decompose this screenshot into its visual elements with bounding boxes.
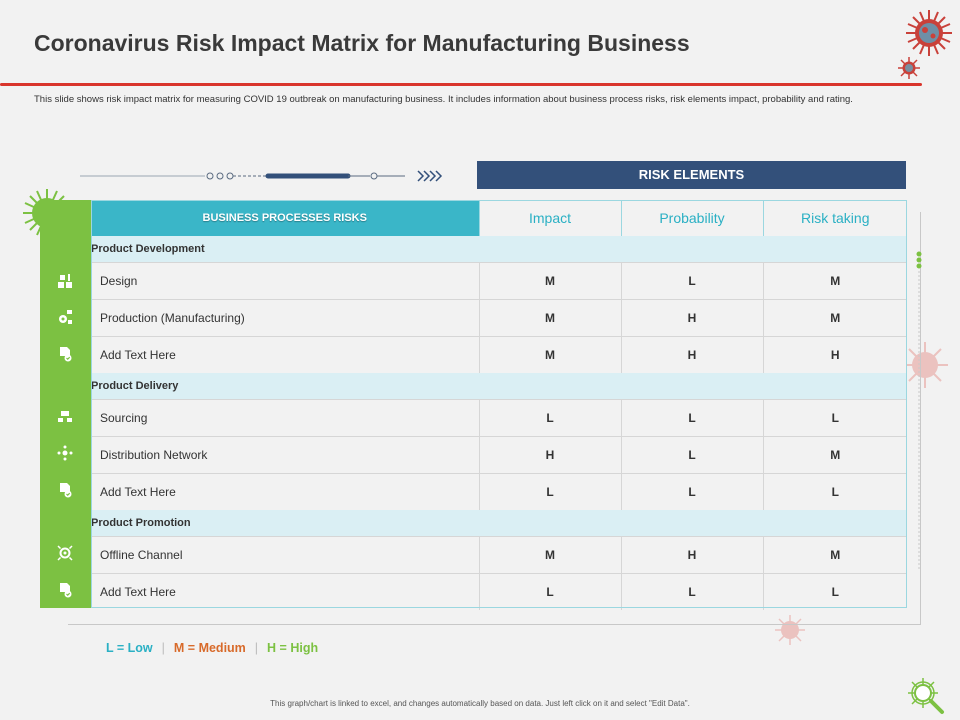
impact-value: L [478, 573, 621, 610]
probability-value: H [620, 536, 763, 574]
table-row: Sourcing L L L [91, 399, 907, 437]
process-label: Add Text Here [91, 473, 479, 510]
impact-value: H [478, 436, 621, 474]
impact-value: M [478, 336, 621, 373]
table-row: Design M L M [91, 262, 907, 300]
delivery-truck-icon [58, 411, 72, 422]
legend-separator: | [161, 641, 165, 655]
footer-note: This graph/chart is linked to excel, and… [270, 699, 690, 708]
column-header-probability: Probability [620, 200, 763, 236]
group-row: Product Development [91, 236, 907, 263]
process-label: Add Text Here [91, 573, 479, 610]
scroll-dots-decoration [916, 251, 922, 569]
network-icon [57, 445, 73, 461]
risk-taking-value: M [762, 436, 907, 474]
virus-search-icon [908, 678, 944, 714]
legend-high: H = High [267, 641, 319, 655]
virus-small-icon [898, 57, 920, 79]
risk-taking-value: L [762, 573, 907, 610]
legend-medium: M = Medium [173, 641, 246, 655]
column-header-impact: Impact [478, 200, 621, 236]
group-label: Product Delivery [91, 373, 907, 400]
process-label: Add Text Here [91, 336, 479, 373]
process-label: Offline Channel [91, 536, 479, 574]
target-icon [57, 545, 73, 561]
probability-value: H [620, 336, 763, 373]
group-label: Product Development [91, 236, 907, 263]
risk-taking-value: M [762, 262, 907, 300]
table-row: Distribution Network H L M [91, 436, 907, 474]
page-title: Coronavirus Risk Impact Matrix for Manuf… [34, 30, 690, 56]
risk-taking-value: L [762, 399, 907, 437]
risk-taking-value: H [762, 336, 907, 373]
virus-large-icon [906, 10, 952, 56]
impact-value: M [478, 536, 621, 574]
group-row: Product Delivery [91, 373, 907, 400]
probability-value: L [620, 473, 763, 510]
outer-frame [68, 212, 921, 625]
probability-value: L [620, 399, 763, 437]
process-label: Sourcing [91, 399, 479, 437]
document-check-icon [60, 347, 72, 362]
table-row: Add Text Here L L L [91, 473, 907, 510]
process-label: Distribution Network [91, 436, 479, 474]
column-header-risk-taking: Risk taking [762, 200, 907, 236]
group-row: Product Promotion [91, 510, 907, 537]
table-row: Add Text Here L L L [91, 573, 907, 610]
table-row: Offline Channel M H M [91, 536, 907, 574]
legend-separator: | [254, 641, 259, 655]
page-description: This slide shows risk impact matrix for … [34, 94, 853, 105]
table-row: Add Text Here M H H [91, 336, 907, 373]
document-check-icon [60, 483, 72, 498]
virus-faded-bottom-icon [775, 615, 805, 645]
risk-taking-value: M [762, 299, 907, 337]
legend-low: L = Low [106, 641, 153, 655]
probability-value: L [620, 436, 763, 474]
probability-value: H [620, 299, 763, 337]
risk-taking-value: M [762, 536, 907, 574]
title-divider [0, 83, 922, 86]
business-processes-header: BUSINESS PROCESSES RISKS [91, 200, 479, 236]
table-row: Production (Manufacturing) M H M [91, 299, 907, 337]
icon-sidebar [40, 200, 91, 608]
gear-flow-icon [59, 310, 72, 324]
impact-value: M [478, 262, 621, 300]
risk-elements-header: RISK ELEMENTS [477, 161, 906, 189]
probability-value: L [620, 573, 763, 610]
document-check-icon [60, 583, 72, 598]
risk-matrix-table: BUSINESS PROCESSES RISKS Impact Probabil… [91, 200, 907, 610]
timeline-decoration [80, 170, 443, 182]
table-header-row: BUSINESS PROCESSES RISKS Impact Probabil… [91, 200, 907, 236]
legend: L = Low | M = Medium | H = High [106, 641, 318, 655]
process-label: Design [91, 262, 479, 300]
group-label: Product Promotion [91, 510, 907, 537]
probability-value: L [620, 262, 763, 300]
impact-value: M [478, 299, 621, 337]
risk-taking-value: L [762, 473, 907, 510]
process-label: Production (Manufacturing) [91, 299, 479, 337]
impact-value: L [478, 399, 621, 437]
impact-value: L [478, 473, 621, 510]
design-icon [58, 274, 72, 288]
